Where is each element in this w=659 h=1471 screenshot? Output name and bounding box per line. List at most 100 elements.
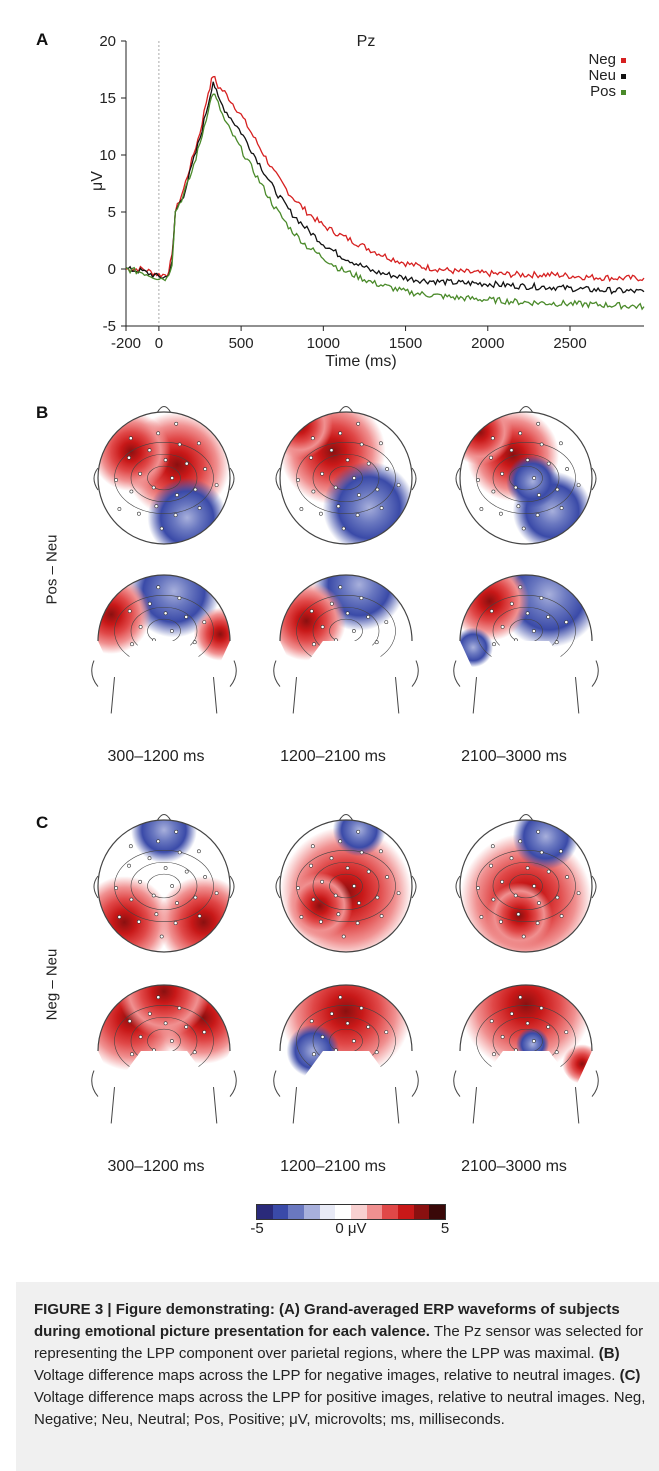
electrode-dot xyxy=(117,507,122,511)
electrode-dot xyxy=(359,1006,364,1011)
electrode-dot xyxy=(498,511,503,516)
colorbar-swatch xyxy=(429,1205,446,1219)
electrode-dot xyxy=(521,526,526,531)
head-outline xyxy=(459,411,593,545)
electrode-dot xyxy=(138,471,143,476)
electrode-dot xyxy=(499,1074,504,1078)
topomap-blob xyxy=(286,872,353,939)
series-line-neg xyxy=(125,75,645,283)
electrode-dot xyxy=(513,485,518,490)
electrode-dot xyxy=(299,507,304,511)
topomap-back-view xyxy=(91,574,237,714)
electrode-dot xyxy=(147,856,152,861)
electrode-dot xyxy=(177,596,182,601)
electrode-dot xyxy=(525,458,530,462)
electrode-dot xyxy=(536,829,541,834)
electrode-dot xyxy=(535,921,540,926)
electrode-dot xyxy=(175,493,179,497)
electrode-dot xyxy=(299,915,304,919)
x-tick-label: -200 xyxy=(111,335,141,352)
legend-marker-neg xyxy=(621,58,626,63)
electrode-dot xyxy=(476,886,481,890)
electrode-dot xyxy=(555,487,560,492)
electrode-dot xyxy=(320,1035,325,1039)
electrode-dot xyxy=(177,1006,182,1011)
electrode-dot xyxy=(320,471,325,476)
electrode-dot xyxy=(329,601,334,606)
electrode-dot xyxy=(320,879,325,884)
panel-label-b: B xyxy=(36,403,49,422)
topomap-back-view xyxy=(453,574,599,714)
contour-line xyxy=(476,850,576,922)
nose-outline xyxy=(518,406,534,414)
topomap-top-view xyxy=(93,406,235,545)
electrode-dot xyxy=(137,664,142,668)
electrode-dot xyxy=(333,638,338,643)
ear-outline xyxy=(411,875,417,899)
colorbar-swatch xyxy=(366,1205,383,1219)
electrode-dot xyxy=(500,1035,505,1039)
electrode-dot xyxy=(491,897,496,902)
ear-outline xyxy=(93,875,99,899)
electrode-dot xyxy=(366,1025,371,1029)
caption-text-2: Voltage difference maps across the LPP f… xyxy=(34,1367,620,1384)
colorbar-swatch xyxy=(398,1205,414,1219)
electrode-dot xyxy=(202,1030,207,1035)
electrode-dot xyxy=(296,886,301,890)
electrode-dot xyxy=(147,1011,152,1016)
head-outline xyxy=(279,574,413,642)
head-outline xyxy=(459,819,593,953)
electrode-dot xyxy=(138,1035,143,1039)
electrode-dot xyxy=(214,891,219,896)
electrode-dot xyxy=(536,645,541,650)
colorbar xyxy=(256,1204,446,1220)
electrode-dot xyxy=(384,1030,389,1035)
electrode-dot xyxy=(345,1021,350,1026)
electrode-dot xyxy=(174,1055,179,1060)
electrode-dot xyxy=(338,585,343,590)
electrode-dot xyxy=(177,850,182,855)
electrode-dot xyxy=(525,1021,530,1026)
head-outline xyxy=(97,411,231,545)
neck-outline xyxy=(110,1087,218,1124)
colorbar-swatch xyxy=(319,1205,336,1219)
caption-c-label: (C) xyxy=(619,1367,641,1384)
electrode-dot xyxy=(539,596,544,601)
head-outline xyxy=(97,984,231,1052)
topomap-back-view xyxy=(453,984,599,1124)
electrode-dot xyxy=(357,493,361,497)
contour-line xyxy=(147,873,181,899)
topomap-blob xyxy=(506,454,559,508)
ear-outline xyxy=(275,875,281,899)
topomap-back-view xyxy=(273,574,419,714)
electrode-dot xyxy=(156,839,161,844)
electrode-dot xyxy=(156,585,161,590)
electrode-dot xyxy=(203,467,208,471)
electrode-dot xyxy=(151,1048,156,1053)
electrode-dot xyxy=(576,483,581,488)
electrode-dot xyxy=(539,442,544,447)
electrode-dot xyxy=(173,921,178,926)
nose-outline xyxy=(156,814,172,822)
electrode-dot xyxy=(193,895,198,900)
nose-outline xyxy=(518,814,534,822)
colorbar-swatch xyxy=(272,1205,289,1219)
nose-outline xyxy=(338,406,354,414)
contour-line xyxy=(492,453,560,503)
electrode-dot xyxy=(341,526,346,531)
topomap-top-view xyxy=(275,814,417,953)
colorbar-swatch xyxy=(413,1205,430,1219)
caption-text-1: The Pz sensor was selected for represent… xyxy=(34,1323,644,1362)
electrode-dot xyxy=(169,1039,174,1043)
electrode-dot xyxy=(114,886,119,890)
electrode-dot xyxy=(554,1050,559,1055)
electrode-dot xyxy=(329,856,334,861)
topomap-blob xyxy=(280,412,333,459)
electrode-dot xyxy=(184,869,189,874)
electrode-dot xyxy=(479,507,484,511)
ear-outline xyxy=(591,467,597,491)
topomap-blob xyxy=(98,575,151,654)
electrode-dot xyxy=(498,919,503,924)
electrode-dot xyxy=(156,431,161,436)
